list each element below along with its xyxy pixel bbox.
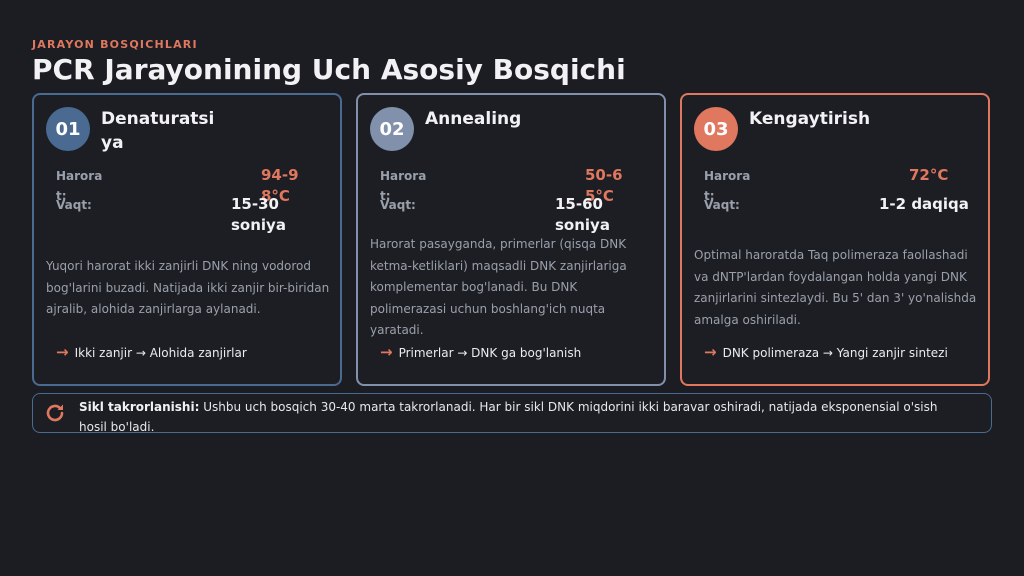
step-flow: → Primerlar → DNK ga bog'lanish [380, 345, 581, 360]
temperature-value: 94-98°C [261, 166, 299, 205]
step-flow-text: Primerlar → DNK ga bog'lanish [398, 345, 582, 360]
refresh-icon [46, 404, 64, 422]
time-label: Vaqt: [380, 198, 416, 212]
time-value: 15-60 soniya [555, 195, 610, 234]
cycle-note-label: Sikl takrorlanishi: [79, 400, 200, 414]
step-description: Harorat pasayganda, primerlar (qisqa DNK… [370, 237, 627, 337]
step-card-extension: 03 Kengaytirish Harorat: 72°C Vaqt: 1-2 … [680, 93, 990, 386]
time-label: Vaqt: [56, 198, 92, 212]
step-flow-text: Ikki zanjir → Alohida zanjirlar [74, 345, 247, 360]
step-title: Kengaytirish [749, 109, 871, 129]
section-eyebrow: JARAYON BOSQICHLARI [32, 38, 198, 51]
step-number-badge: 02 [370, 107, 414, 151]
step-number-badge: 01 [46, 107, 90, 151]
step-flow: → Ikki zanjir → Alohida zanjirlar [56, 345, 247, 360]
time-label: Vaqt: [704, 198, 740, 212]
step-flow: → DNK polimeraza → Yangi zanjir sintezi [704, 345, 948, 360]
step-description: Optimal haroratda Taq polimeraza faollas… [694, 248, 977, 327]
time-value: 1-2 daqiqa [879, 195, 969, 213]
cycle-note-body: Ushbu uch bosqich 30-40 marta takrorlana… [79, 400, 938, 434]
cycle-note-text: Sikl takrorlanishi: Ushbu uch bosqich 30… [79, 397, 959, 437]
step-title: Annealing [425, 109, 522, 129]
temperature-value: 72°C [909, 166, 949, 184]
arrow-right-icon: → [704, 343, 717, 361]
temperature-label: Harorat: [380, 169, 427, 203]
page-title: PCR Jarayonining Uch Asosiy Bosqichi [32, 53, 626, 86]
cycle-note: Sikl takrorlanishi: Ushbu uch bosqich 30… [32, 393, 992, 434]
arrow-right-icon: → [380, 343, 393, 361]
time-value: 15-30 soniya [231, 195, 286, 234]
step-flow-text: DNK polimeraza → Yangi zanjir sintezi [722, 345, 948, 360]
step-description: Yuqori harorat ikki zanjirli DNK ning vo… [46, 259, 330, 316]
temperature-label: Harorat: [704, 169, 751, 203]
step-card-denaturation: 01 Denaturatsiya Harorat: 94-98°C Vaqt: … [32, 93, 342, 386]
step-title: Denaturatsiya [101, 109, 215, 153]
temperature-value: 50-65°C [585, 166, 623, 205]
arrow-right-icon: → [56, 343, 69, 361]
step-number-badge: 03 [694, 107, 738, 151]
temperature-label: Harorat: [56, 169, 103, 203]
step-card-annealing: 02 Annealing Harorat: 50-65°C Vaqt: 15-6… [356, 93, 666, 386]
